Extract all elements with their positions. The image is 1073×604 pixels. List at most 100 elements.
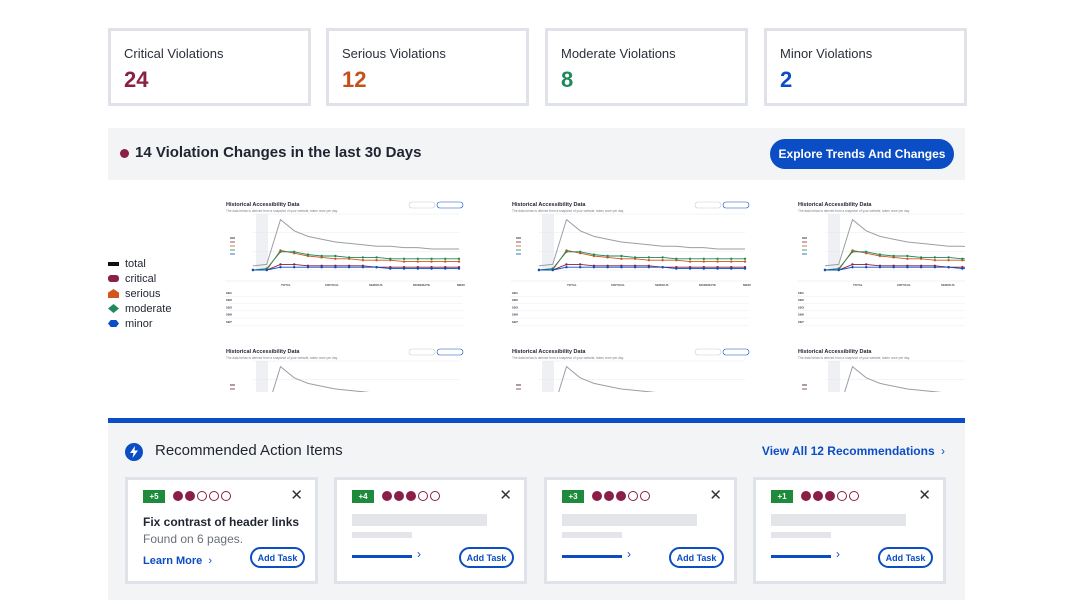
- series-line: [253, 263, 459, 271]
- close-icon[interactable]: ✕: [918, 487, 931, 504]
- series-point: [743, 267, 747, 270]
- series-point: [537, 268, 541, 272]
- series-point: [919, 256, 923, 259]
- series-line: [825, 266, 965, 271]
- series-point: [293, 266, 296, 269]
- severity-dot-filled-icon: [173, 491, 183, 501]
- days-select: [722, 201, 750, 209]
- series-point: [334, 266, 337, 269]
- series-point: [661, 259, 664, 262]
- series-point: [716, 257, 719, 260]
- view-all-recommendations-link[interactable]: View All 12 Recommendations ›: [762, 444, 945, 458]
- series-point: [430, 257, 433, 260]
- close-icon[interactable]: ✕: [709, 487, 722, 504]
- series-point: [606, 266, 609, 269]
- table-row-label: 10/7: [226, 320, 232, 324]
- stat-value: 24: [124, 67, 149, 92]
- severity-dots: [173, 491, 231, 501]
- series-point: [892, 254, 895, 258]
- series-point: [361, 259, 365, 262]
- series-point: [306, 266, 310, 269]
- preview-title: Historical Accessibility Data: [512, 349, 586, 355]
- series-point: [688, 260, 692, 263]
- series-point: [375, 259, 378, 262]
- chevron-right-icon[interactable]: ›: [417, 547, 421, 561]
- series-point: [730, 257, 733, 260]
- table-row-label: 10/6: [512, 313, 518, 317]
- series-point: [865, 250, 868, 253]
- severity-dot-empty-icon: [837, 491, 847, 501]
- series-point: [279, 263, 282, 266]
- series-point: [457, 267, 461, 270]
- series-point: [579, 266, 582, 269]
- series-point: [457, 257, 461, 260]
- preview-subtitle: The data below is derived from a snapsho…: [226, 209, 338, 213]
- lightning-icon: [125, 443, 143, 461]
- series-line: [824, 251, 965, 271]
- history-preview-1[interactable]: Historical Accessibility Data The data be…: [225, 200, 465, 392]
- severity-dot-filled-icon: [801, 491, 811, 501]
- table-row-label: 10/6: [798, 313, 804, 317]
- preview-subtitle: The data below is derived from a snapsho…: [512, 356, 624, 360]
- severity-dots: [382, 491, 440, 501]
- severity-dot-filled-icon: [825, 491, 835, 501]
- explore-trends-button[interactable]: Explore Trends And Changes: [770, 139, 954, 169]
- legend-label: critical: [125, 272, 157, 285]
- severity-dot-empty-icon: [418, 491, 428, 501]
- table-header: SERIOUS: [655, 283, 669, 287]
- preview-subtitle: The data below is derived from a snapsho…: [798, 209, 910, 213]
- severity-dot-filled-icon: [616, 491, 626, 501]
- series-point: [961, 267, 964, 270]
- total-series-line: [844, 365, 942, 392]
- recommendation-card: +1 ✕ › Add Task: [753, 477, 946, 584]
- stat-value: 12: [342, 67, 367, 92]
- series-point: [892, 266, 895, 269]
- close-icon[interactable]: ✕: [290, 487, 303, 504]
- series-point: [688, 267, 692, 270]
- learn-more-link[interactable]: Learn More ›: [143, 555, 212, 567]
- table-row-label: 10/7: [512, 320, 518, 324]
- table-row-label: 10/3: [798, 305, 804, 309]
- minor-swatch-icon: [108, 320, 119, 327]
- series-point: [743, 260, 747, 263]
- table-row-label: 10/1: [512, 291, 518, 295]
- add-task-button[interactable]: Add Task: [878, 547, 933, 568]
- series-point: [851, 250, 854, 253]
- legend-item-moderate: moderate: [108, 301, 171, 316]
- total-series-line: [558, 365, 656, 392]
- history-preview-2[interactable]: Historical Accessibility Data The data be…: [511, 200, 751, 392]
- series-line: [538, 251, 745, 271]
- close-icon[interactable]: ✕: [499, 487, 512, 504]
- series-point: [730, 267, 733, 270]
- series-point: [919, 266, 923, 269]
- series-point: [279, 266, 282, 269]
- series-line: [539, 266, 745, 271]
- recommendation-card: +5 ✕ Fix contrast of header links Found …: [125, 477, 318, 584]
- chevron-right-icon: ›: [941, 444, 945, 458]
- chart-shade: [542, 361, 554, 392]
- score-badge: +4: [352, 490, 374, 503]
- series-point: [702, 260, 705, 263]
- table-row-label: 10/1: [798, 291, 804, 295]
- total-series-line: [824, 218, 965, 267]
- table-header: CRITICAL: [325, 283, 339, 287]
- series-line: [539, 263, 745, 271]
- series-point: [457, 260, 461, 263]
- series-point: [675, 267, 678, 270]
- chevron-right-icon[interactable]: ›: [627, 547, 631, 561]
- chart-shade: [828, 214, 840, 270]
- series-point: [633, 256, 637, 259]
- add-task-button[interactable]: Add Task: [459, 547, 514, 568]
- add-task-button[interactable]: Add Task: [250, 547, 305, 568]
- history-preview-3[interactable]: Historical Accessibility Data The data be…: [797, 200, 965, 392]
- add-task-button[interactable]: Add Task: [669, 547, 724, 568]
- severity-dot-filled-icon: [592, 491, 602, 501]
- critical-swatch-icon: [108, 275, 119, 282]
- chevron-right-icon[interactable]: ›: [836, 547, 840, 561]
- preview-subtitle: The data below is derived from a snapsho…: [226, 356, 338, 360]
- series-point: [743, 257, 747, 260]
- series-point: [851, 266, 854, 269]
- series-point: [279, 250, 282, 253]
- stat-label: Serious Violations: [342, 46, 446, 61]
